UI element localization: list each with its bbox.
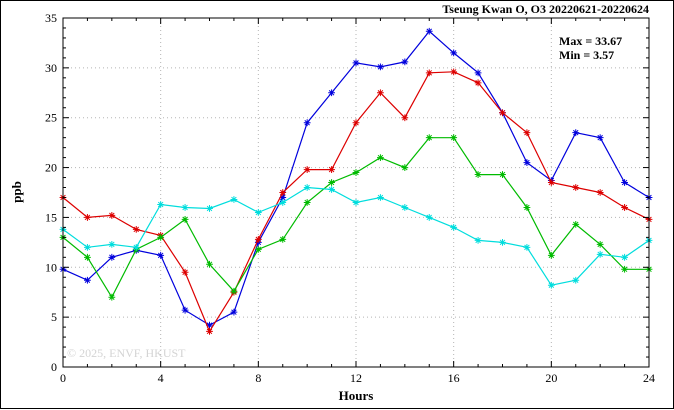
y-tick-label: 10 [45,260,57,274]
x-tick-label: 24 [643,371,655,385]
y-tick-label: 25 [45,111,57,125]
series-markers-day-4-cyan [59,184,653,289]
max-annotation: Max = 33.67 [559,34,622,48]
plot-border [62,17,650,368]
x-tick-label: 4 [158,371,164,385]
tick-label-layer: 0 4 8 12 16 20 24 0 5 10 15 20 25 30 35 [45,11,655,385]
chart-title: Tseung Kwan O, O3 20220621-20220624 [442,2,649,16]
x-tick-label: 8 [255,371,261,385]
x-tick-label: 16 [448,371,460,385]
y-axis-label: ppb [9,181,24,203]
y-tick-label: 0 [51,360,57,374]
min-annotation: Min = 3.57 [559,48,614,62]
y-tick-label: 20 [45,161,57,175]
grid-layer [63,18,649,367]
y-tick-label: 5 [51,310,57,324]
x-axis-label: Hours [339,388,374,403]
watermark: © 2025, ENVF, HKUST [67,346,186,360]
x-tick-label: 20 [545,371,557,385]
x-tick-label: 0 [60,371,66,385]
y-tick-label: 30 [45,61,57,75]
x-tick-label: 12 [350,371,362,385]
y-tick-label: 15 [45,210,57,224]
series-layer [59,27,653,335]
y-tick-label: 35 [45,11,57,25]
